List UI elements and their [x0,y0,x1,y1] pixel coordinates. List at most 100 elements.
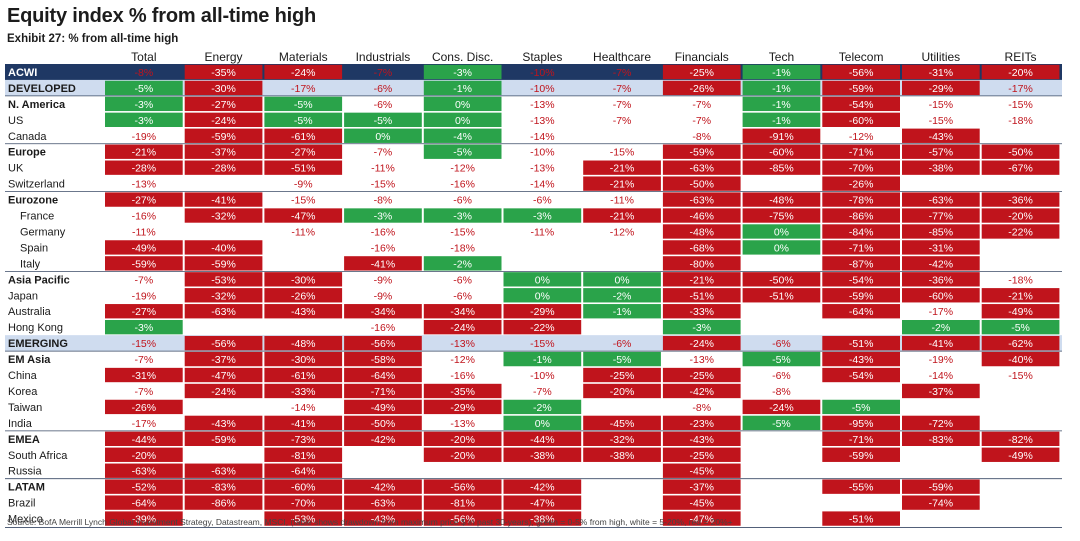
value-hong-kong-reits: -5% [1011,322,1030,334]
cell-south-africa-telecom [822,447,900,462]
value-australia-staples: -29% [530,306,555,318]
value-us-utilities: -15% [929,115,954,127]
cell-taiwan-staples [503,399,582,415]
value-em-asia-energy: -37% [211,354,236,366]
cell-asia-pacific-energy [184,272,263,287]
cell-spain-telecom [822,240,900,255]
cell-hong-kong-financials [662,320,741,335]
value-korea-tech: -8% [772,386,791,398]
value-uk-tech: -85% [769,163,794,175]
value-em-asia-cons-disc: -12% [450,354,475,366]
row-label-brazil: Brazil [8,498,36,510]
value-switzerland-telecom: -26% [849,179,874,191]
value-spain-utilities: -31% [929,242,954,254]
value-emea-reits: -82% [1008,434,1033,446]
cell-south-africa-total [105,447,183,462]
value-south-africa-reits: -49% [1008,450,1033,462]
cell-mexico-staples [503,511,582,526]
value-n-america-utilities: -15% [929,99,954,111]
column-header-materials: Materials [279,50,328,64]
cell-canada-utilities [902,128,980,143]
cell-acwi-reits [981,64,1060,80]
value-developed-cons-disc: -1% [453,83,472,95]
cell-asia-pacific-telecom [822,272,900,287]
cell-europe-reits [981,144,1060,159]
value-asia-pacific-energy: -53% [211,274,236,286]
cell-japan-utilities [902,288,980,303]
cell-asia-pacific-tech [742,272,821,287]
cell-europe-energy [184,144,263,159]
row-label-russia: Russia [8,466,43,478]
row-label-germany: Germany [20,226,66,238]
value-switzerland-staples: -14% [530,179,555,191]
cell-india-utilities [902,415,980,431]
value-asia-pacific-healthcare: 0% [614,274,629,286]
cell-south-africa-cons-disc [423,447,502,462]
cell-emerging-telecom [822,335,900,351]
value-europe-energy: -37% [211,147,236,159]
value-mexico-cons-disc: -56% [450,514,475,526]
cell-canada-energy [184,128,263,143]
cell-uk-tech [742,160,821,175]
value-emerging-financials: -24% [689,338,714,350]
cell-germany-tech [742,224,821,239]
cell-germany-reits [981,224,1060,239]
value-taiwan-staples: -2% [533,402,552,414]
cell-brazil-energy [184,495,263,510]
cell-italy-energy [184,256,263,271]
value-uk-telecom: -70% [849,163,874,175]
value-eurozone-cons-disc: -6% [453,195,472,207]
value-france-energy: -32% [211,211,236,223]
cell-taiwan-industrials [344,399,422,415]
value-europe-healthcare: -15% [610,147,635,159]
cell-us-total [105,112,183,127]
value-eurozone-healthcare: -11% [610,195,634,207]
value-n-america-reits: -15% [1008,99,1033,111]
cell-japan-telecom [822,288,900,303]
value-south-africa-materials: -81% [291,450,316,462]
value-canada-financials: -8% [692,131,711,143]
value-australia-materials: -43% [291,306,316,318]
value-uk-utilities: -38% [929,163,954,175]
value-korea-total: -7% [135,386,154,398]
value-france-materials: -47% [291,211,316,223]
cell-us-telecom [822,112,900,127]
value-europe-industrials: -7% [374,147,393,159]
cell-brazil-total [105,495,183,510]
cell-emea-telecom [822,431,900,446]
cell-india-staples [503,415,582,431]
cell-spain-utilities [902,240,980,255]
cell-china-total [105,367,183,383]
cell-us-industrials [344,112,422,127]
cell-hong-kong-staples [503,320,582,335]
value-asia-pacific-staples: 0% [535,274,550,286]
value-australia-telecom: -64% [849,306,874,318]
cell-switzerland-healthcare [583,176,661,191]
value-latam-utilities: -59% [929,482,954,494]
cell-uk-reits [981,160,1060,175]
cell-uk-healthcare [583,160,661,175]
cell-italy-industrials [344,256,422,271]
row-label-us: US [8,115,23,127]
value-india-telecom: -95% [849,418,874,430]
cell-canada-cons-disc [423,128,502,143]
row-label-china: China [8,370,38,382]
cell-france-cons-disc [423,208,502,223]
value-developed-energy: -30% [211,83,236,95]
value-mexico-staples: -38% [530,514,555,526]
value-china-materials: -61% [291,370,316,382]
value-brazil-cons-disc: -81% [450,498,475,510]
cell-france-staples [503,208,582,223]
value-australia-financials: -33% [689,306,714,318]
value-france-industrials: -3% [374,211,393,223]
cell-mexico-cons-disc [423,511,502,526]
value-south-africa-financials: -25% [689,450,714,462]
cell-developed-tech [742,80,821,96]
cell-france-healthcare [583,208,661,223]
value-us-energy: -24% [211,115,236,127]
cell-emerging-financials [662,335,741,351]
cell-australia-reits [981,304,1060,319]
value-emea-cons-disc: -20% [450,434,475,446]
value-uk-total: -28% [132,163,157,175]
